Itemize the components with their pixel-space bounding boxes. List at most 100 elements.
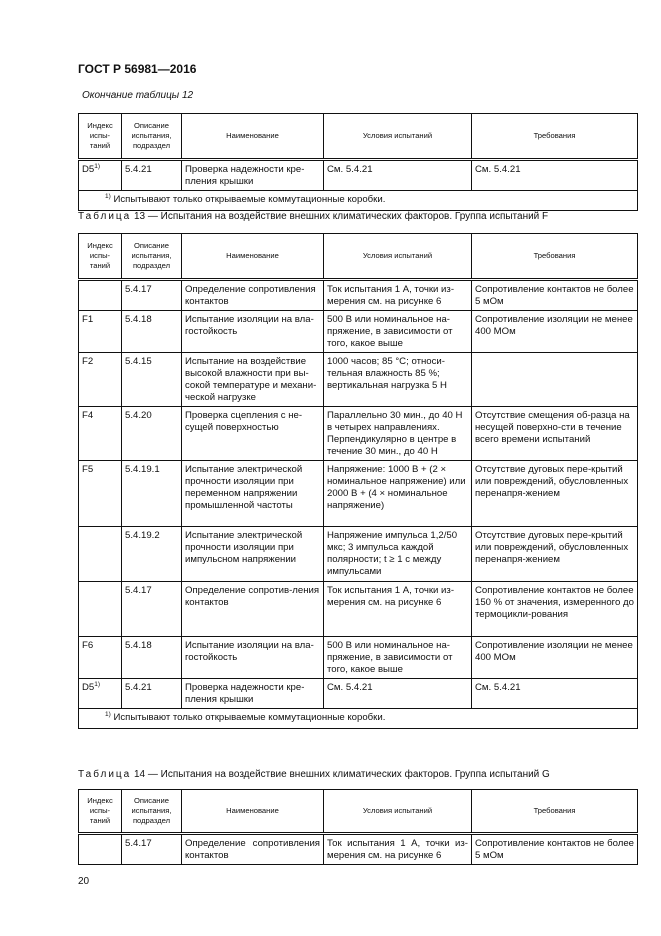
index-text: F1 [82, 314, 94, 325]
name-cell: Определение сопротивления контактов [181, 279, 324, 311]
index-cell: D51) [78, 159, 122, 191]
requirements-cell: Сопротивление изоляции не менее 400 МОм [471, 310, 638, 353]
requirements-cell: Отсутствие дуговых пере-крытий или повре… [471, 526, 638, 582]
requirements-cell: Сопротивление изоляции не менее 400 МОм [471, 636, 638, 679]
requirements-cell: Сопротивление контактов не более 150 % о… [471, 581, 638, 637]
index-cell [78, 279, 122, 311]
table-14-caption: Таблица 14 — Испытания на воздействие вн… [78, 769, 550, 780]
clause-cell: 5.4.17 [121, 581, 182, 637]
conditions-cell: 500 В или номинальное на-пряжение, в зав… [323, 636, 472, 679]
conditions-cell: Параллельно 30 мин., до 40 Н в четырех н… [323, 406, 472, 461]
footnote-text: Испытывают только открываемые коммутацио… [113, 712, 386, 723]
column-header: Описание испытания, подраздел [121, 233, 182, 281]
table-row: 5.4.17 Определение сопротив-ления контак… [78, 581, 638, 637]
table-row: 5.4.17 Определение сопротивления контакт… [78, 279, 638, 311]
column-header: Наименование [181, 789, 324, 835]
conditions-cell: 500 В или номинальное на-пряжение, в зав… [323, 310, 472, 353]
index-text: F4 [82, 410, 94, 421]
requirements-cell [471, 352, 638, 407]
index-text: D5 [82, 682, 95, 693]
column-header: Условия испытаний [323, 233, 472, 281]
index-cell: F1 [78, 310, 122, 353]
conditions-cell: Ток испытания 1 А, точки из-мерения см. … [323, 279, 472, 311]
footnote-ref: 1) [94, 680, 101, 688]
index-cell [78, 581, 122, 637]
caption-text: 13 — Испытания на воздействие внешних кл… [134, 211, 549, 222]
index-cell: F6 [78, 636, 122, 679]
requirements-cell: См. 5.4.21 [471, 159, 638, 191]
index-text: F2 [82, 356, 94, 367]
name-cell: Испытание на воздействие высокой влажнос… [181, 352, 324, 407]
column-header: Индекс испы-таний [78, 233, 122, 281]
name-cell: Испытание изоляции на вла-гостойкость [181, 310, 324, 353]
column-header: Требования [471, 789, 638, 835]
name-cell: Определение сопротивления контактов [181, 833, 324, 865]
requirements-cell: Сопротивление контактов не более 5 мОм [471, 279, 638, 311]
header-row: Индекс испы-таний Описание испытания, под… [78, 233, 638, 281]
table-13-caption: Таблица 13 — Испытания на воздействие вн… [78, 211, 548, 222]
column-header: Требования [471, 233, 638, 281]
clause-cell: 5.4.19.2 [121, 526, 182, 582]
document-title: ГОСТ Р 56981—2016 [78, 62, 197, 76]
table-14: Индекс испы-таний Описание испытания, под… [78, 789, 638, 865]
name-cell: Определение сопротив-ления контактов [181, 581, 324, 637]
clause-cell: 5.4.18 [121, 636, 182, 679]
clause-cell: 5.4.21 [121, 159, 182, 191]
table-row: F4 5.4.20 Проверка сцепления с не-сущей … [78, 406, 638, 461]
requirements-cell: См. 5.4.21 [471, 678, 638, 709]
requirements-cell: Отсутствие дуговых пере-крытий или повре… [471, 460, 638, 527]
index-cell: F5 [78, 460, 122, 527]
index-cell: D51) [78, 678, 122, 709]
table-row: D51) 5.4.21 Проверка надежности кре-плен… [78, 678, 638, 709]
name-cell: Испытание изоляции на вла-гостойкость [181, 636, 324, 679]
footnote-mark: 1) [105, 710, 111, 718]
footnote-text: Испытывают только открываемые коммутацио… [113, 194, 386, 205]
conditions-cell: Напряжение импульса 1,2/50 мкс; 3 импуль… [323, 526, 472, 582]
name-cell: Проверка сцепления с не-сущей поверхност… [181, 406, 324, 461]
table-row: F5 5.4.19.1 Испытание электрической проч… [78, 460, 638, 527]
index-cell: F4 [78, 406, 122, 461]
table-12-continuation-label: Окончание таблицы 12 [82, 90, 194, 101]
conditions-cell: Ток испытания 1 А, точки из-мерения см. … [323, 581, 472, 637]
name-cell: Испытание электрической прочности изоляц… [181, 460, 324, 527]
clause-cell: 5.4.21 [121, 678, 182, 709]
index-text: F6 [82, 640, 94, 651]
column-header: Наименование [181, 113, 324, 161]
conditions-cell: См. 5.4.21 [323, 678, 472, 709]
footnote-cell: 1) Испытывают только открываемые коммута… [78, 190, 638, 211]
caption-text: 14 — Испытания на воздействие внешних кл… [134, 769, 550, 780]
table-13: Индекс испы-таний Описание испытания, под… [78, 233, 638, 729]
column-header: Описание испытания, подраздел [121, 113, 182, 161]
column-header: Описание испытания, подраздел [121, 789, 182, 835]
name-cell: Испытание электрической прочности изоляц… [181, 526, 324, 582]
caption-word: Таблица [78, 211, 132, 222]
clause-cell: 5.4.17 [121, 279, 182, 311]
conditions-cell: 1000 часов; 85 °С; относи-тельная влажно… [323, 352, 472, 407]
footnote-ref: 1) [94, 162, 101, 170]
table-row: 5.4.17 Определение сопротивления контакт… [78, 833, 638, 865]
clause-cell: 5.4.19.1 [121, 460, 182, 527]
requirements-cell: Сопротивление контактов не более 5 мОм [471, 833, 638, 865]
index-text: D5 [82, 164, 95, 175]
clause-cell: 5.4.20 [121, 406, 182, 461]
clause-cell: 5.4.15 [121, 352, 182, 407]
index-cell [78, 833, 122, 865]
conditions-cell: Напряжение: 1000 В + (2 × номинальное на… [323, 460, 472, 527]
conditions-cell: Ток испытания 1 А, точки из-мерения см. … [323, 833, 472, 865]
index-cell [78, 526, 122, 582]
column-header: Условия испытаний [323, 113, 472, 161]
footnote-row: 1) Испытывают только открываемые коммута… [78, 708, 638, 729]
conditions-cell: См. 5.4.21 [323, 159, 472, 191]
table-row: D51) 5.4.21 Проверка надежности кре-плен… [78, 159, 638, 191]
column-header: Индекс испы-таний [78, 789, 122, 835]
page-number: 20 [78, 876, 90, 887]
footnote-row: 1) Испытывают только открываемые коммута… [78, 190, 638, 211]
clause-cell: 5.4.18 [121, 310, 182, 353]
header-row: Индекс испы-таний Описание испытания, под… [78, 113, 638, 161]
column-header: Требования [471, 113, 638, 161]
header-row: Индекс испы-таний Описание испытания, под… [78, 789, 638, 835]
name-cell: Проверка надежности кре-пления крышки [181, 159, 324, 191]
footnote-mark: 1) [105, 192, 111, 200]
caption-word: Таблица [78, 769, 132, 780]
